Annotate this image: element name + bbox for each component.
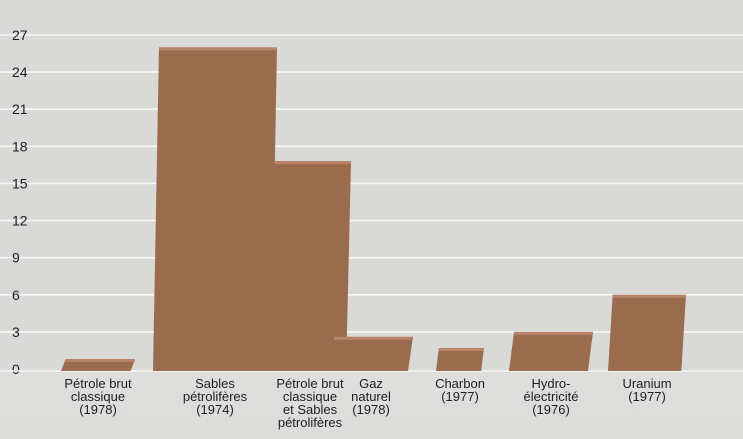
y-tick-label-27: 27: [12, 27, 28, 43]
bar-6: [608, 294, 686, 371]
y-tick-label-12: 12: [12, 213, 28, 229]
y-tick-label-0: 0: [12, 361, 20, 377]
x-tick-line: (1978): [79, 402, 117, 417]
x-tick-line: pétrolifères: [278, 415, 343, 430]
x-tick-line: et Sables: [283, 402, 338, 417]
x-tick-line: (1977): [441, 389, 479, 404]
y-tick-label-24: 24: [12, 64, 28, 80]
x-tick-label-4: Charbon (1977): [435, 376, 485, 404]
y-tick-label-21: 21: [12, 101, 28, 117]
x-tick-label-3: Gaz naturel (1978): [351, 376, 391, 417]
y-tick-label-9: 9: [12, 250, 20, 266]
x-tick-label-5: Hydro-électricité (1976): [524, 376, 579, 417]
bar-top-edge-4: [438, 347, 484, 351]
x-tick-label-0: Pétrole brut classique (1978): [64, 376, 132, 417]
x-tick-line: électricité: [524, 389, 579, 404]
bar-top-edge-1: [159, 47, 277, 51]
bar-top-edge-6: [612, 294, 686, 298]
bar-1: [153, 47, 277, 372]
bar-2: [269, 161, 351, 371]
y-tick-label-6: 6: [12, 287, 20, 303]
bar-4: [436, 347, 484, 371]
x-tick-line: (1977): [628, 389, 666, 404]
x-tick-line: naturel: [351, 389, 391, 404]
y-tick-label-3: 3: [12, 324, 20, 340]
x-tick-line: Sables: [195, 376, 235, 391]
x-tick-line: Gaz: [359, 376, 383, 391]
x-tick-line: classique: [283, 389, 337, 404]
x-tick-line: Pétrole brut: [64, 376, 132, 391]
x-tick-line: (1976): [532, 402, 570, 417]
y-tick-label-18: 18: [12, 138, 28, 154]
x-tick-line: Uranium: [622, 376, 671, 391]
bar-top-edge-2: [273, 161, 351, 165]
x-tick-line: pétrolifères: [183, 389, 248, 404]
bar-top-edge-3: [334, 336, 413, 340]
y-tick-label-15: 15: [12, 175, 28, 191]
x-tick-line: (1978): [352, 402, 390, 417]
x-tick-line: (1974): [196, 402, 234, 417]
x-tick-line: Charbon: [435, 376, 485, 391]
x-tick-line: Hydro-: [531, 376, 570, 391]
bar-3: [329, 336, 413, 371]
bar-5: [509, 331, 593, 371]
x-tick-line: classique: [71, 389, 125, 404]
bar-top-edge-5: [514, 331, 593, 335]
x-tick-line: Pétrole brut: [276, 376, 344, 391]
x-tick-label-1: Sables pétrolifères (1974): [183, 376, 248, 417]
x-tick-label-2: Pétrole brut classique et Sables pétrolifèr…: [276, 376, 344, 430]
x-tick-label-6: Uranium (1977): [622, 376, 671, 404]
bar-top-edge-0: [65, 359, 135, 363]
